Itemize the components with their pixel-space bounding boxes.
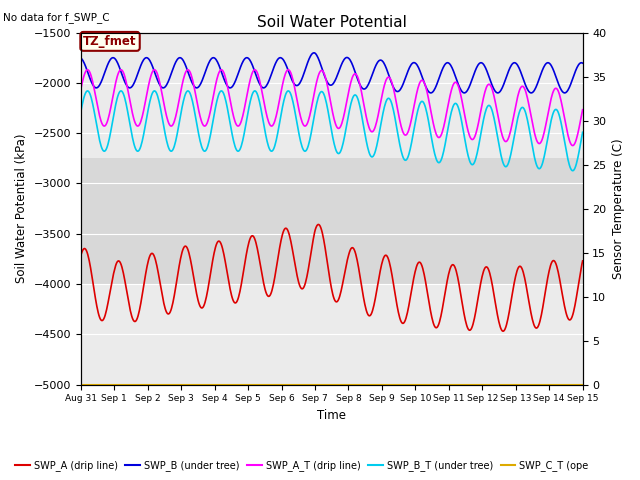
Bar: [81, 33, 582, 158]
Bar: [81, 158, 582, 183]
Bar: [81, 284, 582, 384]
Y-axis label: Soil Water Potential (kPa): Soil Water Potential (kPa): [15, 134, 28, 283]
Text: No data for f_SWP_C: No data for f_SWP_C: [3, 12, 110, 23]
Y-axis label: Sensor Temperature (C): Sensor Temperature (C): [612, 138, 625, 279]
Title: Soil Water Potential: Soil Water Potential: [257, 15, 406, 30]
Legend: SWP_A (drip line), SWP_B (under tree), SWP_A_T (drip line), SWP_B_T (under tree): SWP_A (drip line), SWP_B (under tree), S…: [12, 456, 592, 475]
Bar: [81, 183, 582, 284]
Text: TZ_fmet: TZ_fmet: [83, 35, 137, 48]
X-axis label: Time: Time: [317, 409, 346, 422]
